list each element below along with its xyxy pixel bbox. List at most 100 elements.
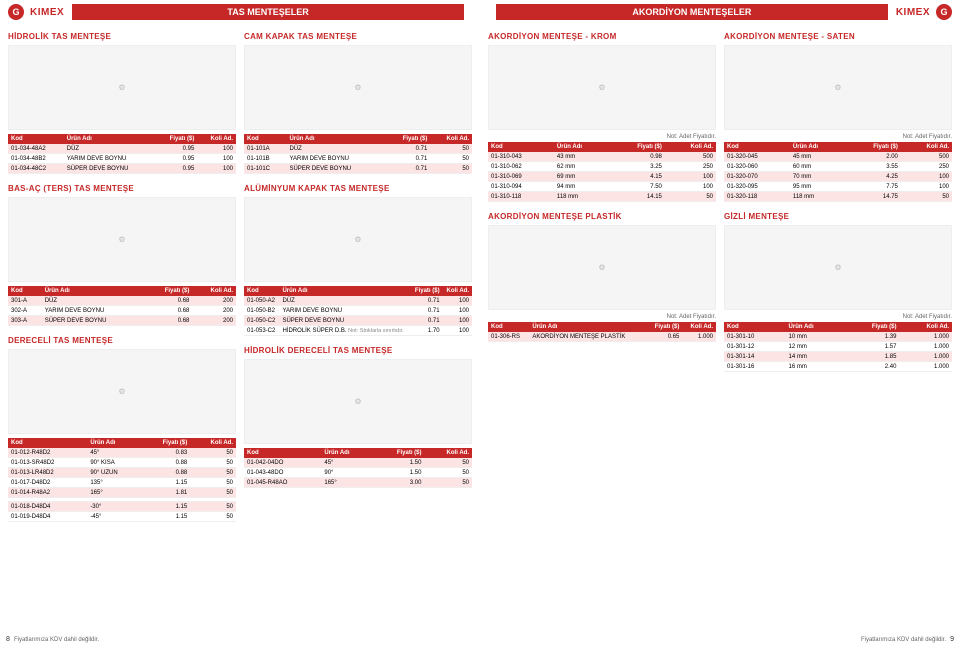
cell: SÜPER DEVE BOYNU bbox=[42, 316, 146, 326]
table-row: 01-050-A2DÜZ0.71100 bbox=[244, 296, 472, 306]
cell: 200 bbox=[192, 306, 236, 316]
cell: 50 bbox=[190, 468, 236, 478]
table-row: 01-101ADÜZ0.7150 bbox=[244, 144, 472, 154]
table-row: 01-101CSÜPER DEVE BOYNU0.7150 bbox=[244, 164, 472, 174]
table-row: 01-012-R48D245°0.8350 bbox=[8, 448, 236, 458]
brand: KIMEX bbox=[896, 7, 930, 18]
section-title: AKORDİYON MENTEŞE - KROM bbox=[488, 32, 716, 41]
cell: DÜZ bbox=[286, 144, 385, 154]
cell: 50 bbox=[430, 164, 472, 174]
table-row: 01-301-1616 mm2.401.000 bbox=[724, 362, 952, 372]
cell: 01-306-RS bbox=[488, 332, 529, 342]
cell: 3.55 bbox=[846, 162, 901, 172]
th-kod: Kod bbox=[488, 322, 529, 332]
cell: 100 bbox=[197, 154, 236, 164]
product-image: ⚙ bbox=[724, 225, 952, 310]
cell: 43 mm bbox=[554, 152, 610, 162]
table-row: 302-AYARIM DEVE BOYNU0.68200 bbox=[8, 306, 236, 316]
cell: 100 bbox=[901, 182, 952, 192]
cell: 2.40 bbox=[843, 362, 900, 372]
section-title: HİDROLİK DERECELİ TAS MENTEŞE bbox=[244, 346, 472, 355]
cell: 60 mm bbox=[790, 162, 846, 172]
cell: 01-018-D48D4 bbox=[8, 502, 87, 512]
th-urun: Ürün Adı bbox=[790, 142, 846, 152]
cell: 01-013-LR48D2 bbox=[8, 468, 87, 478]
price-table: KodÜrün AdıFiyatı ($)Koli Ad. 01-034-48A… bbox=[8, 134, 236, 174]
cell: 90° KISA bbox=[87, 458, 141, 468]
cell: 1.000 bbox=[899, 352, 952, 362]
cell: 100 bbox=[443, 296, 472, 306]
cell: 50 bbox=[190, 502, 236, 512]
cell: 95 mm bbox=[790, 182, 846, 192]
table-row: 01-019-D48D4-45°1.1550 bbox=[8, 512, 236, 522]
cell: 1.81 bbox=[141, 488, 190, 498]
cell: 01-320-095 bbox=[724, 182, 790, 192]
cell: 100 bbox=[443, 316, 472, 326]
cell: 3.00 bbox=[373, 478, 424, 488]
cell: 01-042-04DO bbox=[244, 458, 321, 468]
cell: 4.15 bbox=[610, 172, 665, 182]
cell: 1.57 bbox=[843, 342, 900, 352]
cell: 7.75 bbox=[846, 182, 901, 192]
product-image: ⚙ bbox=[488, 225, 716, 310]
section-title: BAS-AÇ (TERS) TAS MENTEŞE bbox=[8, 184, 236, 193]
cell: 01-050-C2 bbox=[244, 316, 279, 326]
th-kod: Kod bbox=[244, 448, 321, 458]
product-image: ⚙ bbox=[8, 197, 236, 282]
cell: 14.75 bbox=[846, 192, 901, 202]
th-urun: Ürün Adı bbox=[321, 448, 373, 458]
product-image: ⚙ bbox=[244, 359, 472, 444]
cell: 1.000 bbox=[899, 332, 952, 342]
th-urun: Ürün Adı bbox=[87, 438, 141, 448]
cell: 01-320-045 bbox=[724, 152, 790, 162]
cell: 01-043-48DO bbox=[244, 468, 321, 478]
cell: 0.71 bbox=[385, 144, 430, 154]
cell: 01-310-118 bbox=[488, 192, 554, 202]
table-row: 01-050-B2YARIM DEVE BOYNU0.71100 bbox=[244, 306, 472, 316]
table-row: 01-034-48A2DÜZ0.95100 bbox=[8, 144, 236, 154]
cell: 01-014-R48A2 bbox=[8, 488, 87, 498]
cell: 200 bbox=[192, 316, 236, 326]
table-row: 301-ADÜZ0.68200 bbox=[8, 296, 236, 306]
cell: 118 mm bbox=[790, 192, 846, 202]
table-row: 01-301-1414 mm1.851.000 bbox=[724, 352, 952, 362]
cell: 50 bbox=[430, 144, 472, 154]
th-fiyat: Fiyatı ($) bbox=[411, 286, 443, 296]
logo-icon: G bbox=[8, 4, 24, 20]
cell: 3.25 bbox=[610, 162, 665, 172]
table-row: 01-310-09494 mm7.50100 bbox=[488, 182, 716, 192]
cell: 500 bbox=[901, 152, 952, 162]
cell: 250 bbox=[665, 162, 716, 172]
th-urun: Ürün Adı bbox=[42, 286, 146, 296]
cell: 250 bbox=[901, 162, 952, 172]
cell: 01-050-A2 bbox=[244, 296, 279, 306]
table-row: 01-310-118118 mm14.1550 bbox=[488, 192, 716, 202]
table-row: 01-018-D48D4-30°1.1550 bbox=[8, 502, 236, 512]
th-kod: Kod bbox=[8, 286, 42, 296]
table-row: 01-013-SR48D290° KISA0.8850 bbox=[8, 458, 236, 468]
table-row: 01-043-48DO90°1.5050 bbox=[244, 468, 472, 478]
cell: 100 bbox=[665, 172, 716, 182]
cell: 62 mm bbox=[554, 162, 610, 172]
cell: YARIM DEVE BOYNU bbox=[42, 306, 146, 316]
cell: 100 bbox=[443, 306, 472, 316]
cell: 500 bbox=[665, 152, 716, 162]
logo-icon: G bbox=[936, 4, 952, 20]
product-image: ⚙ bbox=[8, 45, 236, 130]
cell: 14 mm bbox=[786, 352, 843, 362]
product-image: ⚙ bbox=[244, 197, 472, 282]
section-title: DERECELİ TAS MENTEŞE bbox=[8, 336, 236, 345]
th-fiyat: Fiyatı ($) bbox=[141, 438, 190, 448]
cell: YARIM DEVE BOYNU bbox=[286, 154, 385, 164]
cell: 0.65 bbox=[646, 332, 682, 342]
th-koli: Koli Ad. bbox=[190, 438, 236, 448]
cell: 0.71 bbox=[411, 316, 443, 326]
note-adet: Not: Adet Fiyatıdır. bbox=[724, 134, 952, 140]
note-adet: Not: Adet Fiyatıdır. bbox=[724, 314, 952, 320]
cell: 01-101A bbox=[244, 144, 286, 154]
table-row: 01-320-06060 mm3.55250 bbox=[724, 162, 952, 172]
section-title: AKORDİYON MENTEŞE PLASTİK bbox=[488, 212, 716, 221]
cell: 14.15 bbox=[610, 192, 665, 202]
cell: DÜZ bbox=[279, 296, 410, 306]
cell: 01-034-48B2 bbox=[8, 154, 64, 164]
